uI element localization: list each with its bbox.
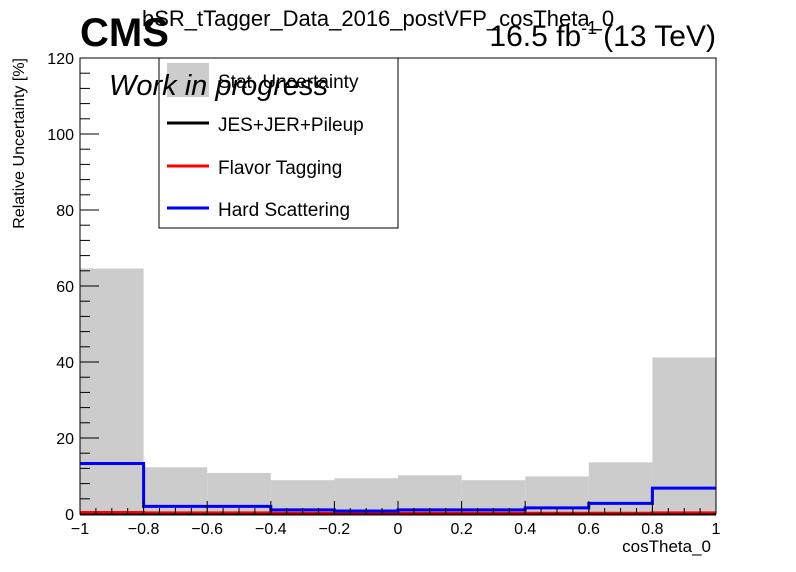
y-axis-label: Relative Uncertainty [%] bbox=[11, 58, 28, 229]
x-tick-label: 0.2 bbox=[450, 521, 472, 538]
legend-label-jes: JES+JER+Pileup bbox=[218, 115, 364, 136]
stat-bar bbox=[588, 462, 653, 514]
x-tick-label: −0.6 bbox=[191, 521, 223, 538]
x-tick-label: 0.6 bbox=[578, 521, 600, 538]
legend: Stat. Uncertainty JES+JER+Pileup Flavor … bbox=[158, 57, 399, 229]
work-in-progress-label: Work in progress bbox=[109, 70, 328, 102]
stat-bar bbox=[398, 475, 462, 514]
lumi-exponent: -1 bbox=[581, 18, 597, 38]
x-tick-label: −0.8 bbox=[128, 521, 160, 538]
cms-label: CMS bbox=[80, 11, 169, 55]
x-tick-label: 0.8 bbox=[641, 521, 663, 538]
y-tick-label: 60 bbox=[56, 279, 74, 296]
legend-label-hard: Hard Scattering bbox=[218, 200, 350, 221]
axes: −1 −0.8 −0.6 −0.4 −0.2 0 0.2 0.4 0.6 0.8 1 0 20 40 60 8… bbox=[47, 51, 720, 538]
energy-label: (13 TeV) bbox=[603, 20, 716, 53]
legend-label-stat: Stat. Uncertainty bbox=[218, 72, 359, 93]
stat-bar bbox=[652, 357, 716, 514]
x-tick-label: −0.2 bbox=[319, 521, 351, 538]
y-tick-label: 0 bbox=[65, 507, 74, 524]
x-axis-label: cosTheta_0 bbox=[622, 537, 711, 556]
x-tick-label: 0.4 bbox=[514, 521, 536, 538]
y-tick-label: 80 bbox=[56, 203, 74, 220]
x-tick-label: 1 bbox=[712, 521, 721, 538]
y-tick-label: 40 bbox=[56, 355, 74, 372]
x-tick-label: −0.4 bbox=[255, 521, 287, 538]
legend-swatch-stat bbox=[167, 63, 209, 97]
y-tick-label: 20 bbox=[56, 431, 74, 448]
plot-title: bSR_tTagger_Data_2016_postVFP_cosTheta_0 bbox=[142, 6, 614, 31]
legend-label-flavor: Flavor Tagging bbox=[218, 158, 342, 179]
x-tick-label: 0 bbox=[394, 521, 403, 538]
x-tick-label: −1 bbox=[71, 521, 89, 538]
y-tick-label: 100 bbox=[47, 127, 74, 144]
stat-bar bbox=[80, 268, 144, 514]
y-tick-label: 120 bbox=[47, 51, 74, 68]
lumi-value: 16.5 fb bbox=[489, 20, 581, 53]
lumi-label: 16.5 fb-1 (13 TeV) bbox=[489, 18, 716, 53]
